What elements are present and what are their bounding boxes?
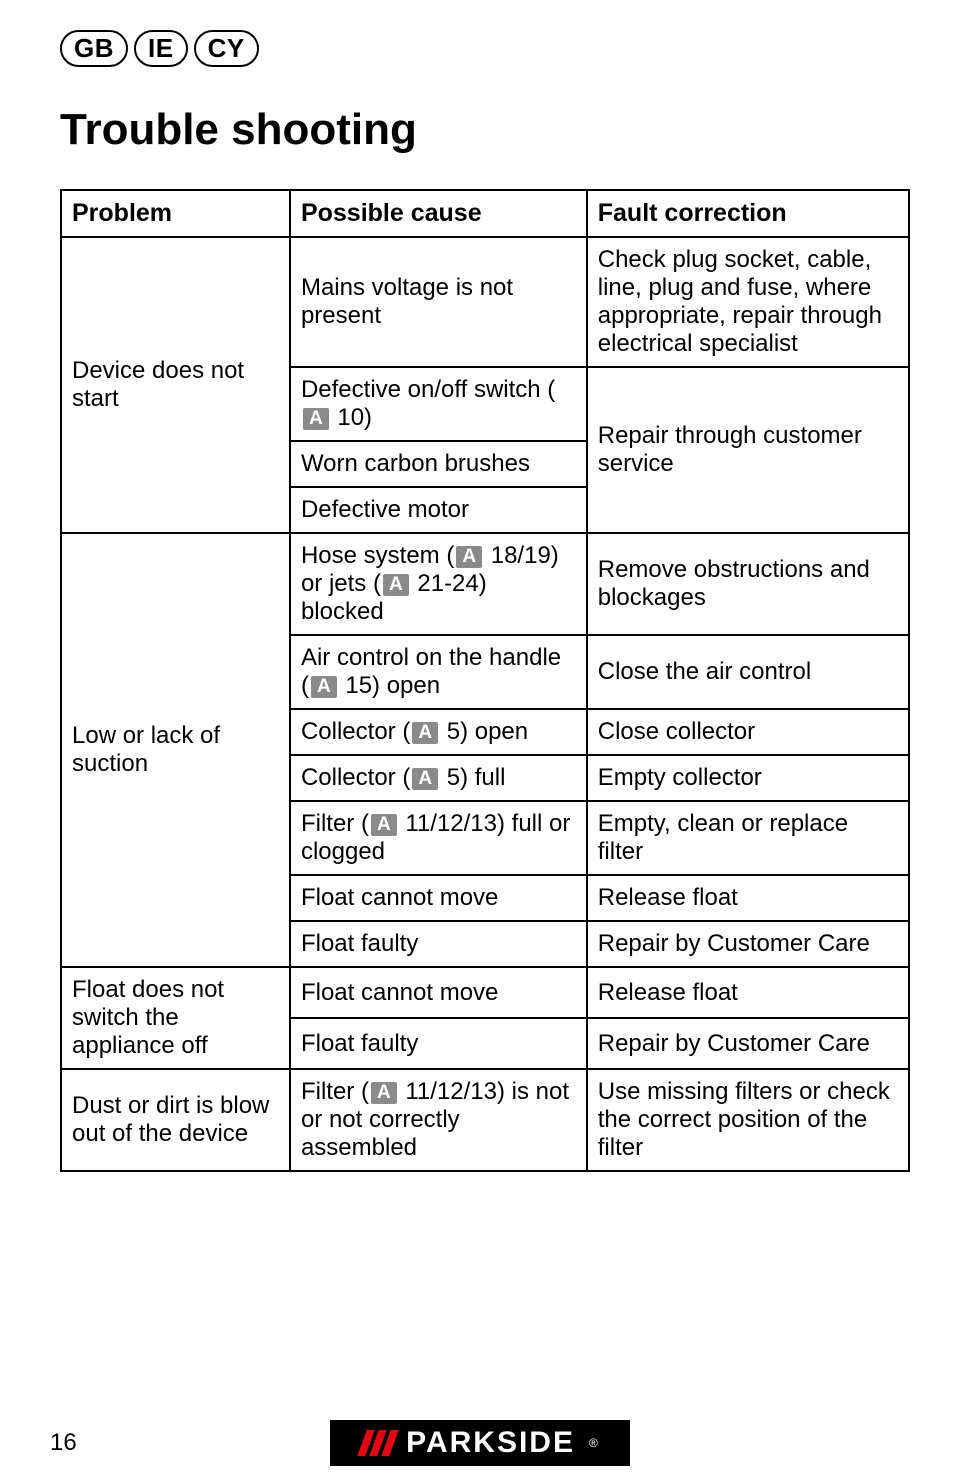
fix-cell: Repair through customer service bbox=[587, 367, 909, 533]
ref-icon: A bbox=[412, 768, 438, 790]
problem-cell: Dust or dirt is blow out of the device bbox=[61, 1069, 290, 1171]
problem-cell: Low or lack of suction bbox=[61, 533, 290, 967]
cause-cell: Defective motor bbox=[290, 487, 587, 533]
ref-icon: A bbox=[383, 574, 409, 596]
cause-cell: Air control on the handle (A 15) open bbox=[290, 635, 587, 709]
fix-cell: Release float bbox=[587, 967, 909, 1018]
badge-gb: GB bbox=[60, 30, 128, 67]
brand-stripes-icon bbox=[362, 1430, 394, 1456]
badge-ie: IE bbox=[134, 30, 188, 67]
cause-cell: Float cannot move bbox=[290, 967, 587, 1018]
ref-icon: A bbox=[412, 722, 438, 744]
cause-cell: Filter (A 11/12/13) full or clogged bbox=[290, 801, 587, 875]
problem-cell: Device does not start bbox=[61, 237, 290, 533]
fix-cell: Repair by Customer Care bbox=[587, 921, 909, 967]
brand-name: PARKSIDE bbox=[406, 1426, 575, 1460]
trademark-icon: ® bbox=[589, 1436, 598, 1450]
ref-icon: A bbox=[371, 1082, 397, 1104]
troubleshooting-table: Problem Possible cause Fault correction … bbox=[60, 189, 910, 1172]
ref-icon: A bbox=[371, 814, 397, 836]
ref-icon: A bbox=[456, 546, 482, 568]
country-badges: GB IE CY bbox=[60, 30, 910, 67]
cause-cell: Hose system (A 18/19) or jets (A 21-24) … bbox=[290, 533, 587, 635]
cause-cell: Collector (A 5) open bbox=[290, 709, 587, 755]
cause-cell: Filter (A 11/12/13) is not or not correc… bbox=[290, 1069, 587, 1171]
fix-cell: Close collector bbox=[587, 709, 909, 755]
brand-logo: PARKSIDE ® bbox=[330, 1420, 630, 1466]
problem-cell: Float does not switch the appliance off bbox=[61, 967, 290, 1069]
fix-cell: Release float bbox=[587, 875, 909, 921]
col-header-fix: Fault correction bbox=[587, 190, 909, 237]
ref-icon: A bbox=[303, 408, 329, 430]
col-header-cause: Possible cause bbox=[290, 190, 587, 237]
fix-cell: Repair by Customer Care bbox=[587, 1018, 909, 1069]
col-header-problem: Problem bbox=[61, 190, 290, 237]
cause-cell: Mains voltage is not present bbox=[290, 237, 587, 367]
cause-cell: Float cannot move bbox=[290, 875, 587, 921]
footer: 16 PARKSIDE ® bbox=[0, 1420, 960, 1466]
page-number: 16 bbox=[50, 1429, 77, 1457]
cause-cell: Defective on/off switch (A 10) bbox=[290, 367, 587, 441]
cause-cell: Float faulty bbox=[290, 1018, 587, 1069]
badge-cy: CY bbox=[194, 30, 259, 67]
page-title: Trouble shooting bbox=[60, 105, 910, 155]
cause-cell: Float faulty bbox=[290, 921, 587, 967]
fix-cell: Check plug socket, cable, line, plug and… bbox=[587, 237, 909, 367]
cause-cell: Worn carbon brushes bbox=[290, 441, 587, 487]
ref-icon: A bbox=[311, 676, 337, 698]
fix-cell: Empty, clean or replace filter bbox=[587, 801, 909, 875]
fix-cell: Remove obstructions and blockages bbox=[587, 533, 909, 635]
fix-cell: Close the air control bbox=[587, 635, 909, 709]
fix-cell: Use missing filters or check the correct… bbox=[587, 1069, 909, 1171]
cause-cell: Collector (A 5) full bbox=[290, 755, 587, 801]
fix-cell: Empty collector bbox=[587, 755, 909, 801]
